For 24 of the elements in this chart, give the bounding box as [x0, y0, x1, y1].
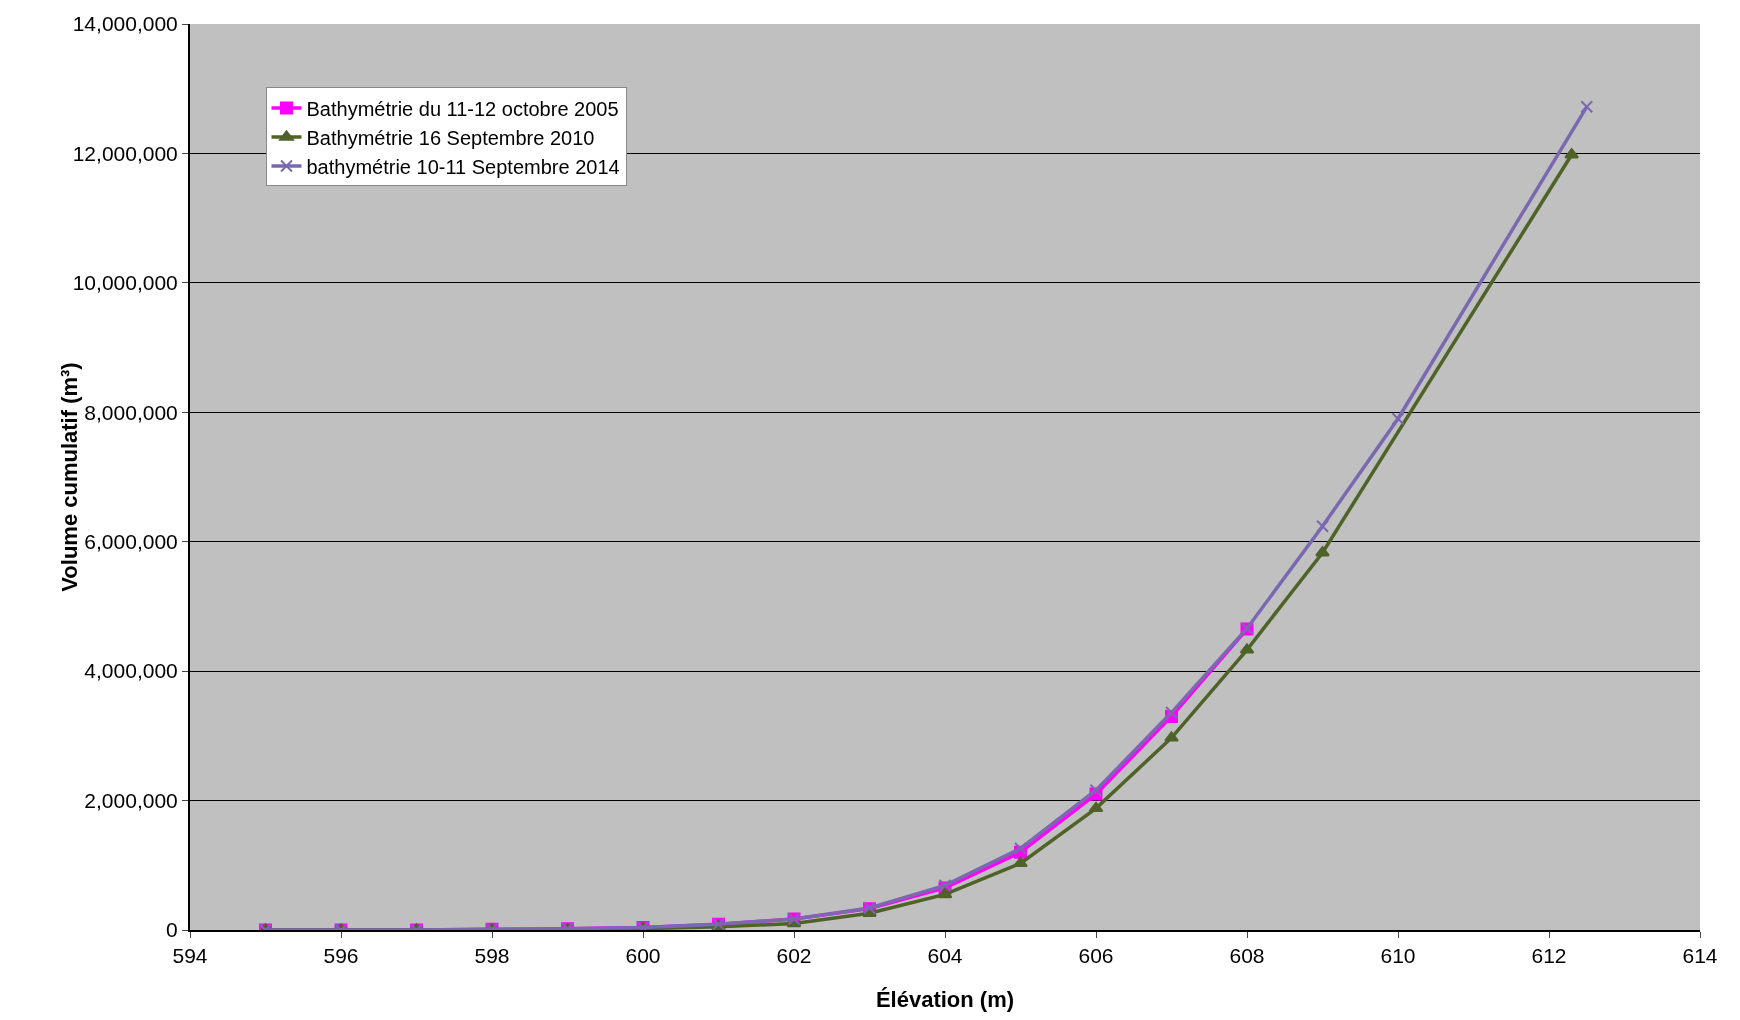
x-tick-label: 612: [1531, 944, 1567, 968]
y-tick-label: 4,000,000: [84, 659, 178, 683]
x-tick-label: 594: [172, 944, 208, 968]
y-tick-label: 14,000,000: [72, 12, 178, 36]
x-axis-title: Élévation (m): [875, 987, 1015, 1012]
y-tick-label: 12,000,000: [72, 141, 178, 165]
y-tick-label: 2,000,000: [84, 788, 178, 812]
x-tick-label: 600: [625, 944, 661, 968]
y-tick-label: 8,000,000: [84, 400, 178, 424]
legend-label: Bathymétrie 16 Septembre 2010: [306, 126, 595, 149]
y-tick-label: 6,000,000: [84, 530, 178, 554]
legend-label: bathymétrie 10-11 Septembre 2014: [306, 155, 620, 178]
x-tick-label: 608: [1229, 944, 1265, 968]
x-tick-label: 614: [1682, 944, 1718, 968]
x-tick-label: 604: [927, 944, 963, 968]
x-tick-label: 602: [776, 944, 812, 968]
x-tick-label: 610: [1380, 944, 1416, 968]
legend-label: Bathymétrie du 11-12 octobre 2005: [306, 97, 619, 120]
x-tick-label: 606: [1078, 944, 1114, 968]
x-tick-label: 596: [323, 944, 359, 968]
y-tick-label: 10,000,000: [72, 271, 178, 295]
y-tick-label: 0: [166, 918, 178, 942]
y-axis-title: Volume cumulatif (m³): [57, 362, 83, 592]
x-tick-label: 598: [474, 944, 510, 968]
